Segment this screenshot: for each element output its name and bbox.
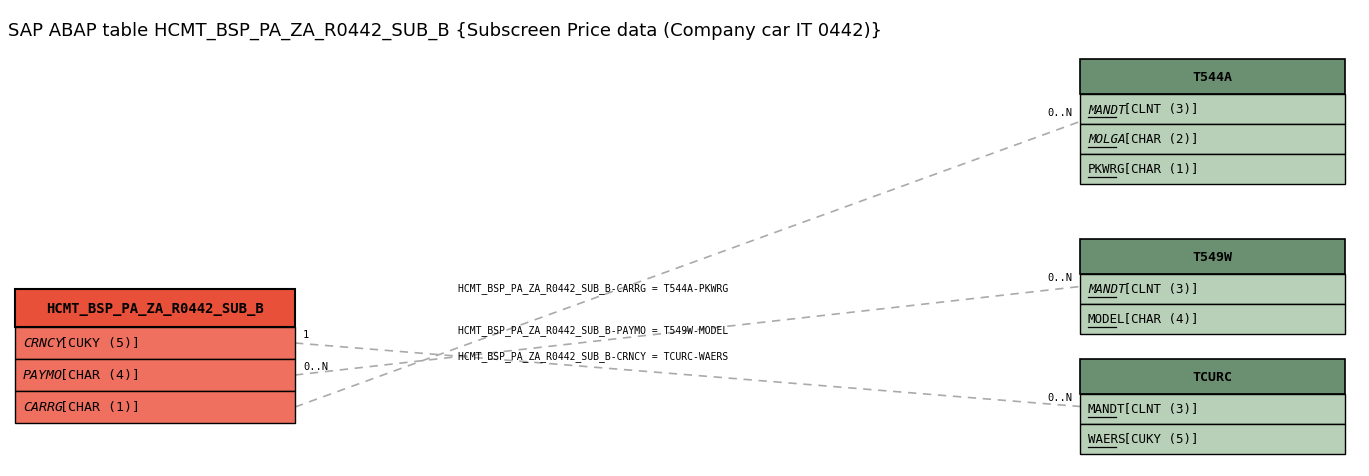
Text: 0..N: 0..N — [1047, 393, 1072, 403]
Text: [CHAR (1)]: [CHAR (1)] — [52, 401, 141, 414]
Text: 0..N: 0..N — [1047, 108, 1072, 118]
Text: [CUKY (5)]: [CUKY (5)] — [1116, 433, 1198, 446]
Text: MANDT: MANDT — [1088, 103, 1125, 116]
Text: HCMT_BSP_PA_ZA_R0442_SUB_B-CARRG = T544A-PKWRG: HCMT_BSP_PA_ZA_R0442_SUB_B-CARRG = T544A… — [459, 282, 728, 293]
Text: 1: 1 — [303, 329, 309, 339]
Text: [CLNT (3)]: [CLNT (3)] — [1116, 403, 1198, 416]
Text: PAYMO: PAYMO — [23, 369, 63, 382]
Text: HCMT_BSP_PA_ZA_R0442_SUB_B: HCMT_BSP_PA_ZA_R0442_SUB_B — [47, 301, 264, 315]
Text: MOLGA: MOLGA — [1088, 133, 1125, 146]
Text: [CLNT (3)]: [CLNT (3)] — [1116, 283, 1198, 296]
Bar — [1080, 424, 1344, 454]
Text: PKWRG: PKWRG — [1088, 163, 1125, 176]
Bar — [15, 327, 294, 359]
Text: SAP ABAP table HCMT_BSP_PA_ZA_R0442_SUB_B {Subscreen Price data (Company car IT : SAP ABAP table HCMT_BSP_PA_ZA_R0442_SUB_… — [8, 22, 882, 40]
Text: [CHAR (2)]: [CHAR (2)] — [1116, 133, 1198, 146]
Text: HCMT_BSP_PA_ZA_R0442_SUB_B-PAYMO = T549W-MODEL: HCMT_BSP_PA_ZA_R0442_SUB_B-PAYMO = T549W… — [459, 325, 728, 336]
Text: 0..N: 0..N — [1047, 273, 1072, 283]
Bar — [1080, 394, 1344, 424]
Bar — [15, 289, 294, 327]
Text: 0..N: 0..N — [303, 361, 329, 371]
Text: MANDT: MANDT — [1088, 403, 1125, 416]
Text: [CHAR (1)]: [CHAR (1)] — [1116, 163, 1198, 176]
Text: [CHAR (4)]: [CHAR (4)] — [52, 369, 141, 382]
Bar — [1080, 155, 1344, 185]
Text: [CLNT (3)]: [CLNT (3)] — [1116, 103, 1198, 116]
Bar — [15, 359, 294, 391]
Bar — [1080, 359, 1344, 394]
Bar — [15, 391, 294, 423]
Bar — [1080, 125, 1344, 155]
Text: T544A: T544A — [1192, 71, 1232, 84]
Text: MODEL: MODEL — [1088, 313, 1125, 326]
Text: HCMT_BSP_PA_ZA_R0442_SUB_B-CRNCY = TCURC-WAERS: HCMT_BSP_PA_ZA_R0442_SUB_B-CRNCY = TCURC… — [459, 350, 728, 361]
Text: CRNCY: CRNCY — [23, 337, 63, 350]
Text: T549W: T549W — [1192, 250, 1232, 263]
Text: WAERS: WAERS — [1088, 433, 1125, 446]
Text: TCURC: TCURC — [1192, 370, 1232, 383]
Text: [CHAR (4)]: [CHAR (4)] — [1116, 313, 1198, 326]
Text: [CUKY (5)]: [CUKY (5)] — [52, 337, 141, 350]
Text: CARRG: CARRG — [23, 401, 63, 414]
Bar — [1080, 60, 1344, 95]
Text: MANDT: MANDT — [1088, 283, 1125, 296]
Bar — [1080, 304, 1344, 334]
Bar — [1080, 275, 1344, 304]
Bar — [1080, 239, 1344, 275]
Bar — [1080, 95, 1344, 125]
